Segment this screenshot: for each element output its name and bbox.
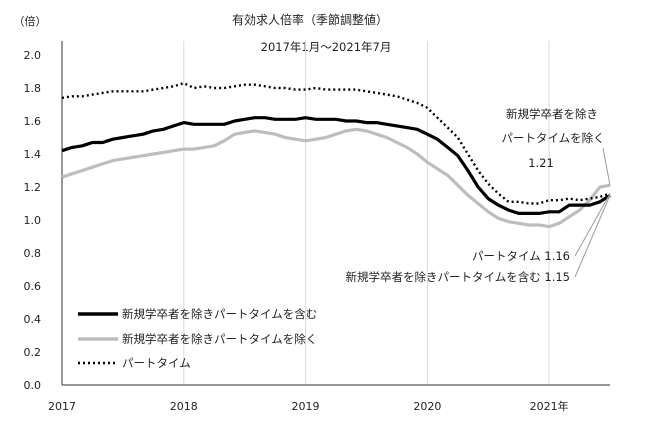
y-tick-label: 1.4 <box>24 148 42 161</box>
y-tick-label: 0.4 <box>24 313 42 326</box>
legend-label-part-time: パートタイム <box>122 356 191 370</box>
y-tick-label: 0.6 <box>24 280 42 293</box>
x-tick-label: 2018 <box>170 400 198 413</box>
legend: 新規学卒者を除きパートタイムを含む 新規学卒者を除きパートタイムを除く パートタ… <box>78 307 317 370</box>
annotation-excl-part-line1: 新規学卒者を除き <box>506 107 598 121</box>
chart-subtitle: 2017年1月～2021年7月 <box>261 40 392 54</box>
x-tick-label: 2021年 <box>530 399 569 413</box>
annotation-part-time: パートタイム 1.16 <box>472 249 570 263</box>
legend-label-incl-part: 新規学卒者を除きパートタイムを含む <box>122 307 317 321</box>
leader-excl-part <box>602 147 611 186</box>
y-tick-label: 1.2 <box>24 181 42 194</box>
y-tick-label: 1.0 <box>24 214 42 227</box>
series-excl-part-line <box>61 127 611 229</box>
y-axis-label: （倍） <box>14 14 47 28</box>
leader-incl-part <box>574 195 611 278</box>
y-tick-label: 0.8 <box>24 247 42 260</box>
series-lines <box>61 81 611 229</box>
x-tick-label: 2017 <box>48 400 76 413</box>
y-tick-label: 1.8 <box>24 82 42 95</box>
y-tick-label: 1.6 <box>24 115 42 128</box>
chart-title: 有効求人倍率（季節調整値） <box>232 12 388 27</box>
x-tick-label: 2020 <box>413 400 441 413</box>
annotation-incl-part: 新規学卒者を除きパートタイムを含む 1.15 <box>345 270 570 284</box>
y-tick-label: 2.0 <box>24 49 42 62</box>
legend-label-excl-part: 新規学卒者を除きパートタイムを除く <box>122 332 317 346</box>
y-tick-label: 0.0 <box>24 379 42 392</box>
y-tick-label: 0.2 <box>24 346 42 359</box>
axes: 2017 2018 2019 2020 2021年 0.0 0.2 0.4 0.6 0.8 1.0 1… <box>24 41 610 413</box>
annotation-leaders <box>574 147 611 278</box>
annotation-excl-part-line2: パートタイムを除く <box>501 131 604 145</box>
x-tick-label: 2019 <box>292 400 320 413</box>
series-part-time-line <box>61 81 611 205</box>
series-incl-part-line <box>61 116 611 215</box>
annotation-excl-part-value: 1.21 <box>528 156 554 170</box>
leader-part-time <box>574 193 611 257</box>
